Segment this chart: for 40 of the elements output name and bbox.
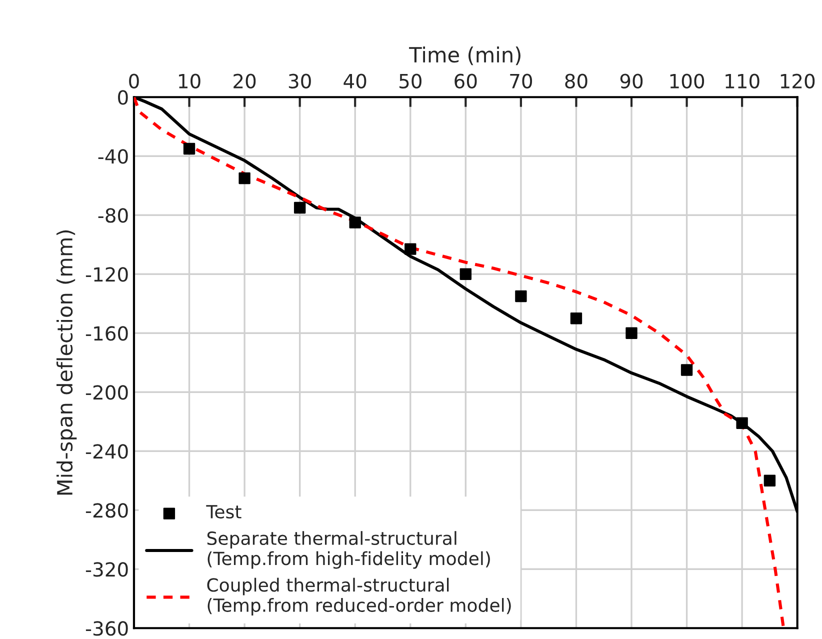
y-axis-title: Mid-span deflection (mm) (56, 230, 77, 495)
x-tick-label: 20 (234, 74, 256, 88)
x-tick-label: 50 (400, 74, 422, 88)
point (349, 216, 361, 228)
x-tick-label: 70 (510, 74, 532, 88)
x-tick-label: 0 (129, 74, 139, 88)
point (515, 290, 527, 302)
point (294, 202, 306, 214)
y-tick-label: -160 (86, 326, 128, 341)
point (626, 327, 638, 339)
y-tick-label: -360 (86, 621, 128, 636)
point (680, 364, 693, 376)
x-tick-label: 100 (670, 74, 704, 88)
point (764, 474, 776, 486)
y-tick-label: -80 (98, 208, 128, 223)
point (736, 417, 748, 429)
legend-label: Coupled thermal-structural (Temp.from reduced-order model) (207, 578, 511, 616)
x-tick-label: 40 (344, 74, 366, 88)
y-tick-label: -240 (86, 444, 128, 459)
point (404, 243, 416, 255)
point (238, 172, 250, 184)
point (460, 268, 472, 280)
x-axis-title: Time (min) (409, 46, 520, 66)
y-tick-label: -120 (86, 267, 128, 282)
y-tick-label: -320 (86, 562, 128, 577)
legend-label: Test (206, 505, 242, 519)
x-tick-label: 60 (454, 74, 477, 88)
point (183, 142, 196, 155)
y-tick-label: -280 (86, 503, 128, 518)
x-tick-label: 30 (288, 74, 311, 88)
point (570, 312, 582, 324)
x-tick-label: 80 (565, 74, 588, 88)
y-tick-label: -200 (86, 385, 128, 400)
x-tick-label: 10 (179, 74, 200, 88)
y-tick-label: 0 (118, 90, 128, 105)
x-tick-label: 110 (726, 74, 760, 88)
legend-label: Separate thermal-structural (Temp.from high-fidelity model) (207, 531, 490, 569)
y-tick-label: -40 (98, 149, 128, 164)
x-tick-label: 90 (620, 74, 643, 88)
x-tick-label: 120 (780, 74, 815, 88)
